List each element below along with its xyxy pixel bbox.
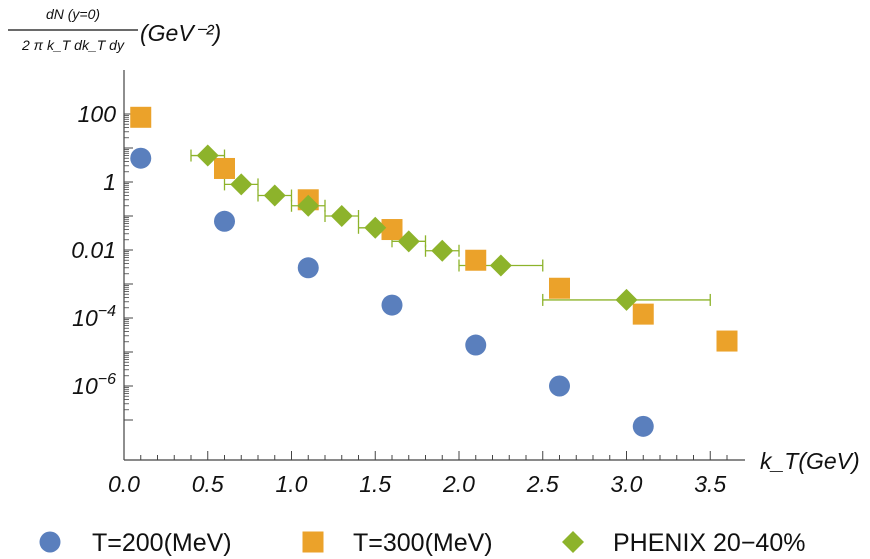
y-tick-label: 100 [78,101,117,127]
square-point [549,277,570,299]
x-tick-label: 3.0 [611,471,643,497]
diamond-point [431,239,454,262]
legend-square-icon [302,531,324,553]
x-tick-label: 2.5 [526,471,559,497]
diamond-point [196,144,219,167]
legend-circle-icon [39,531,61,553]
circle-point [381,294,403,316]
square-point [381,219,403,241]
circle-point [549,375,570,397]
diamond-point [297,194,320,217]
x-tick-label: 1.5 [359,471,391,497]
circle-point [465,334,487,356]
diamond-point [263,184,286,207]
circle-point [130,147,152,169]
y-tick-label: 0.01 [71,237,116,263]
diamond-point [615,288,638,311]
y-axis-label: dN (y=0) 2 π k_T dk_T dy (GeV⁻²) [8,6,221,53]
diamond-point [230,173,253,196]
square-point [632,303,654,325]
legend-diamond-icon [562,531,584,553]
error-bars [190,149,711,306]
y-tick-label: 10−4 [72,303,116,331]
legend-label: T=200(MeV) [92,529,232,557]
legend-label: T=300(MeV) [353,529,493,557]
x-tick-label: 1.0 [276,471,308,497]
data-marks [130,106,738,437]
y-label-unit: (GeV⁻²) [140,20,221,46]
y-tick-label: 10−6 [72,371,116,399]
x-axis-label: k_T(GeV) [760,448,860,474]
legend-label: PHENIX 20−40% [613,529,805,557]
circle-point [632,415,654,437]
circle-point [297,257,319,279]
x-tick-label: 0.0 [108,471,140,497]
diamond-point [364,216,387,239]
legend: T=200(MeV) T=300(MeV) PHENIX 20−40% [39,529,805,557]
diamond-point [489,254,512,277]
square-point [214,157,235,179]
x-tick-label: 0.5 [192,471,224,497]
y-label-numerator: dN (y=0) [46,6,100,22]
x-tick-label: 3.5 [694,471,726,497]
tick-labels: 0.0 0.5 1.0 1.5 2.0 2.5 3.0 3.5 100 1 0.01 10−4 10−6 [71,101,726,497]
square-point [465,249,487,271]
y-tick-label: 1 [103,169,116,195]
y-label-denominator: 2 π k_T dk_T dy [21,37,125,53]
diamond-point [330,205,353,227]
circle-point [214,210,235,232]
square-point [716,330,738,352]
square-point [130,106,152,128]
axis-ticks [123,113,728,460]
x-tick-label: 2.0 [442,471,475,497]
diamond-point [397,230,420,253]
